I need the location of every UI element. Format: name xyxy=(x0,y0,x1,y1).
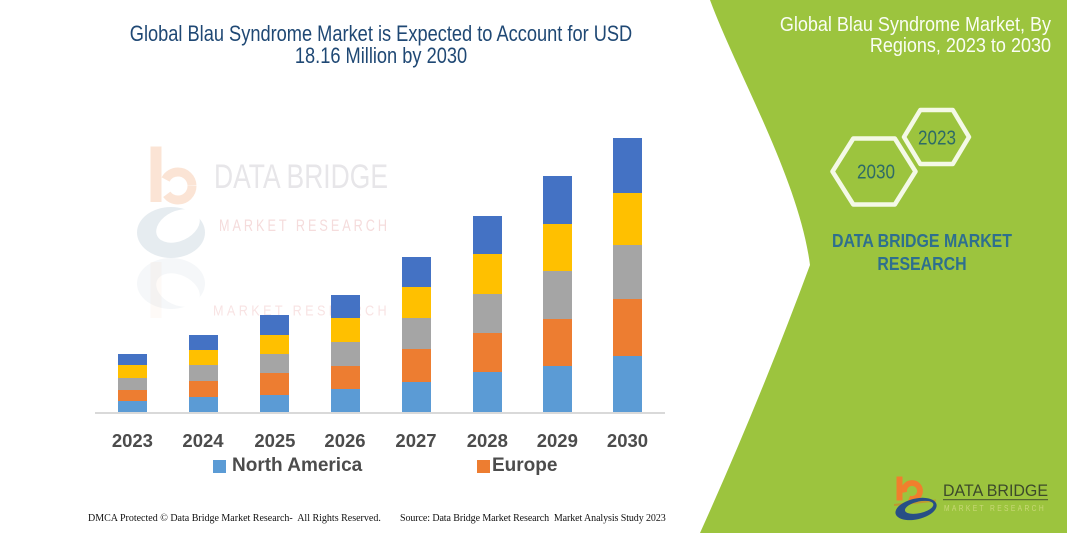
svg-text:DATA BRIDGE: DATA BRIDGE xyxy=(214,158,388,196)
svg-text:MARKET RESEARCH: MARKET RESEARCH xyxy=(944,503,1046,513)
svg-text:MARKET RESEARCH: MARKET RESEARCH xyxy=(213,303,390,320)
svg-text:DATA BRIDGE: DATA BRIDGE xyxy=(943,481,1048,500)
svg-text:2030: 2030 xyxy=(857,162,895,184)
svg-text:MARKET RESEARCH: MARKET RESEARCH xyxy=(219,216,390,235)
svg-text:2023: 2023 xyxy=(918,128,956,150)
